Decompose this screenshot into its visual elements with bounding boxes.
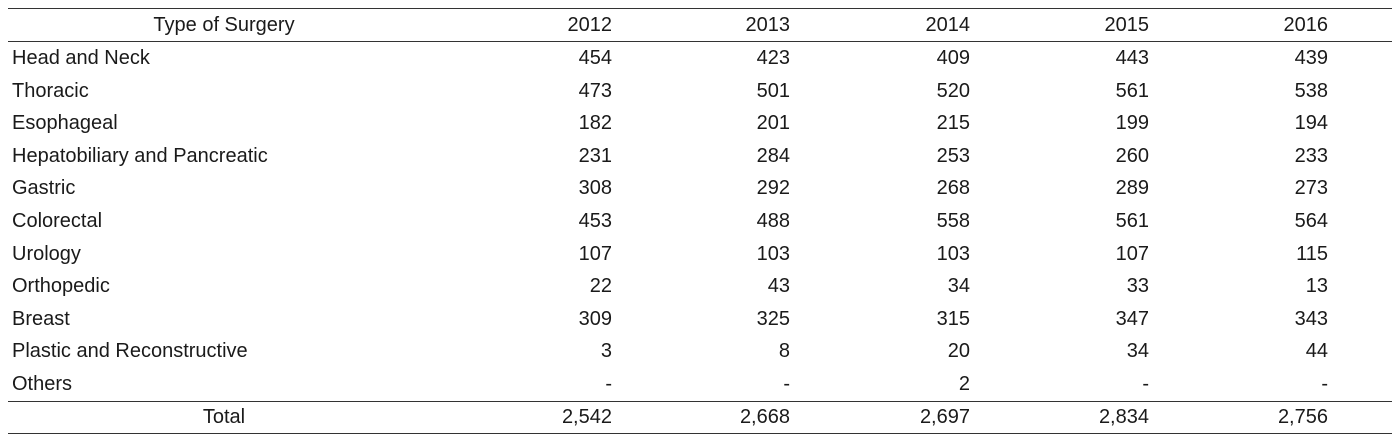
cell: 289: [1115, 177, 1149, 200]
cell: 115: [1296, 242, 1328, 265]
row-label: Hepatobiliary and Pancreatic: [12, 144, 268, 167]
table-body: Head and Neck 454 423 409 443 439 Thoracic 473 5…: [8, 42, 1392, 434]
row-label: Plastic and Reconstructive: [12, 340, 248, 363]
cell: 215: [936, 112, 970, 135]
cell: 194: [1294, 112, 1328, 135]
cell: 520: [936, 79, 970, 102]
cell: 409: [936, 47, 970, 69]
row-label: Esophageal: [12, 112, 118, 135]
cell: 454: [578, 47, 612, 69]
cell: 538: [1294, 79, 1328, 102]
cell: 564: [1294, 209, 1328, 232]
cell: -: [1321, 372, 1328, 395]
row-label: Breast: [12, 307, 70, 330]
cell: 20: [947, 340, 970, 363]
cell: 453: [578, 209, 612, 232]
row-label: Thoracic: [12, 79, 89, 102]
cell: 488: [756, 209, 790, 232]
cell: 33: [1126, 275, 1149, 298]
cell: 443: [1115, 47, 1149, 69]
cell: 34: [947, 275, 970, 298]
cell: 231: [578, 144, 612, 167]
row-label: Head and Neck: [12, 47, 150, 69]
cell: 473: [578, 79, 612, 102]
table-row: Thoracic 473 501 520 561 538: [8, 75, 1392, 108]
row-label: Gastric: [12, 177, 76, 200]
cell: -: [1142, 372, 1149, 395]
cell: 3: [600, 340, 612, 363]
cell: 273: [1294, 177, 1328, 200]
cell: 325: [756, 307, 790, 330]
cell: 260: [1115, 144, 1149, 167]
header-row: Type of Surgery 2012 2013 2014 2015 2016: [8, 8, 1392, 42]
cell: 2,756: [1277, 405, 1328, 428]
cell: 501: [756, 79, 790, 102]
cell: 309: [578, 307, 612, 330]
cell: 2: [958, 372, 970, 395]
cell: 182: [578, 112, 612, 135]
cell: 315: [936, 307, 970, 330]
cell: 423: [756, 47, 790, 69]
cell: 2,668: [739, 405, 790, 428]
table-row: Breast 309 325 315 347 343: [8, 303, 1392, 336]
cell: 292: [756, 177, 790, 200]
cell: 34: [1126, 340, 1149, 363]
row-label: Colorectal: [12, 209, 103, 232]
cell: 2015: [1104, 14, 1150, 36]
cell: 561: [1115, 209, 1149, 232]
cell: 103: [936, 242, 970, 265]
cell: 201: [756, 112, 790, 135]
cell: 107: [1115, 242, 1149, 265]
cell: 22: [589, 275, 612, 298]
table-row: Gastric 308 292 268 289 273: [8, 172, 1392, 205]
cell: 343: [1294, 307, 1328, 330]
cell: 199: [1115, 112, 1149, 135]
cell: 439: [1294, 47, 1328, 69]
cell: 253: [936, 144, 970, 167]
total-row: Total 2,542 2,668 2,697 2,834 2,756: [8, 401, 1392, 434]
table-row: Colorectal 453 488 558 561 564: [8, 205, 1392, 238]
cell: 233: [1294, 144, 1328, 167]
cell: 2012: [567, 14, 613, 36]
row-label: Orthopedic: [12, 275, 110, 298]
table-row: Plastic and Reconstructive 3 8 20 34 44: [8, 335, 1392, 368]
table-row: Orthopedic 22 43 34 33 13: [8, 270, 1392, 303]
cell: 347: [1115, 307, 1149, 330]
cell: 107: [578, 242, 612, 265]
row-label: Total: [202, 405, 246, 428]
cell: 13: [1305, 275, 1328, 298]
cell: 308: [578, 177, 612, 200]
cell: 561: [1115, 79, 1149, 102]
table-row: Hepatobiliary and Pancreatic 231 284 253 260…: [8, 140, 1392, 173]
cell: -: [605, 372, 612, 395]
table-row: Esophageal 182 201 215 199 194: [8, 107, 1392, 140]
cell: 2,697: [919, 405, 970, 428]
table-row: Urology 107 103 103 107 115: [8, 238, 1392, 271]
cell: 103: [756, 242, 790, 265]
cell: 8: [778, 340, 790, 363]
cell: 2,834: [1098, 405, 1149, 428]
row-label: Others: [12, 372, 73, 395]
cell: 558: [936, 209, 970, 232]
cell: 43: [767, 275, 790, 298]
table-row: Head and Neck 454 423 409 443 439: [8, 42, 1392, 75]
surgery-table: Type of Surgery 2012 2013 2014 2015 2016 Head…: [8, 8, 1392, 434]
cell: 268: [936, 177, 970, 200]
row-label: Type of Surgery: [153, 14, 295, 36]
cell: 44: [1305, 340, 1328, 363]
cell: 2014: [925, 14, 971, 36]
cell: 284: [756, 144, 790, 167]
cell: 2,542: [561, 405, 612, 428]
cell: 2016: [1283, 14, 1329, 36]
cell: 2013: [745, 14, 791, 36]
row-label: Urology: [12, 242, 81, 265]
table-row: Others - - 2 - -: [8, 368, 1392, 401]
cell: -: [783, 372, 790, 395]
table-header: Type of Surgery 2012 2013 2014 2015 2016: [8, 8, 1392, 42]
